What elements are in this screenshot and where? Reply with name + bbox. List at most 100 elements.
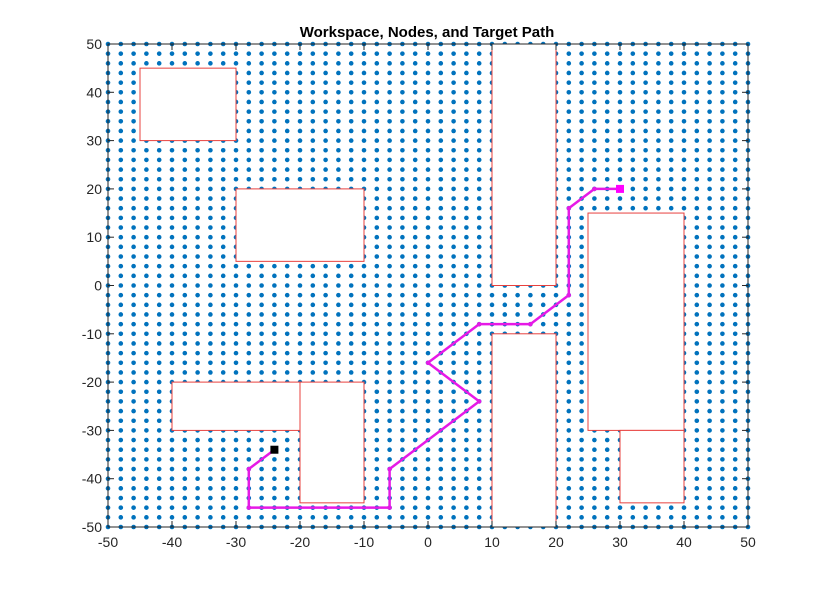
node-point	[412, 90, 418, 95]
node-point	[400, 466, 405, 472]
node-point	[195, 321, 200, 327]
y-tick-label: 40	[86, 84, 102, 100]
node-point	[361, 90, 367, 95]
node-point	[220, 515, 226, 520]
node-point	[220, 273, 226, 279]
node-point	[502, 292, 508, 298]
node-point	[464, 418, 469, 424]
node-point	[464, 61, 469, 66]
node-point	[220, 350, 226, 356]
node-point	[374, 418, 380, 424]
node-point	[400, 447, 405, 453]
node-point	[400, 128, 405, 134]
node-point	[374, 176, 380, 182]
node-point	[451, 321, 456, 327]
node-point	[438, 331, 444, 337]
node-point	[387, 225, 392, 230]
node-point	[169, 176, 175, 182]
node-point	[387, 263, 392, 269]
node-point	[451, 486, 456, 491]
node-point	[131, 302, 136, 308]
node-point	[323, 118, 328, 124]
node-point	[310, 370, 316, 375]
node-point	[579, 379, 584, 385]
node-point	[579, 128, 584, 134]
node-point	[528, 292, 533, 298]
node-point	[681, 109, 687, 114]
node-point	[374, 495, 380, 501]
node-point	[246, 437, 252, 443]
node-point	[297, 167, 303, 172]
node-point	[144, 457, 149, 462]
node-point	[592, 476, 597, 482]
node-point	[438, 418, 444, 424]
node-point	[438, 234, 444, 240]
node-point	[566, 312, 572, 317]
node-point	[732, 225, 738, 230]
node-point	[131, 234, 136, 240]
node-point	[464, 399, 469, 404]
node-point	[720, 176, 725, 182]
node-point	[156, 331, 162, 337]
node-point	[208, 283, 213, 288]
node-point	[131, 350, 136, 356]
node-point	[476, 70, 482, 76]
node-point	[694, 205, 700, 211]
node-point	[604, 99, 610, 105]
node-point	[220, 147, 226, 153]
node-point	[182, 370, 188, 375]
node-point	[272, 157, 277, 163]
node-point	[438, 157, 444, 163]
node-point	[144, 244, 149, 250]
node-point	[732, 263, 738, 269]
node-point	[668, 176, 674, 182]
node-point	[476, 118, 482, 124]
node-point	[284, 176, 290, 182]
node-point	[144, 283, 149, 288]
node-point	[720, 90, 725, 95]
node-point	[566, 515, 572, 520]
node-point	[400, 157, 405, 163]
obstacle-rect	[491, 43, 557, 286]
node-point	[425, 263, 431, 269]
node-point	[156, 515, 162, 520]
node-point	[131, 331, 136, 337]
node-point	[323, 321, 328, 327]
node-point	[169, 321, 175, 327]
node-point	[361, 80, 367, 85]
node-point	[220, 321, 226, 327]
node-point	[720, 186, 725, 192]
node-point	[656, 109, 661, 114]
node-point	[592, 457, 597, 462]
node-point	[118, 51, 124, 56]
x-tick-label: 10	[484, 534, 500, 550]
node-point	[476, 138, 482, 143]
node-point	[451, 70, 456, 76]
node-point	[284, 437, 290, 443]
node-point	[451, 99, 456, 105]
node-point	[707, 196, 712, 201]
node-point	[694, 70, 700, 76]
node-point	[464, 225, 469, 230]
node-point	[387, 51, 392, 56]
node-point	[208, 515, 213, 520]
node-point	[131, 495, 136, 501]
node-point	[284, 515, 290, 520]
node-point	[400, 486, 405, 491]
node-point	[694, 128, 700, 134]
node-point	[476, 505, 482, 510]
node-point	[195, 495, 200, 501]
node-point	[195, 273, 200, 279]
node-point	[656, 70, 661, 76]
node-point	[668, 147, 674, 153]
node-point	[208, 51, 213, 56]
node-point	[451, 157, 456, 163]
node-point	[272, 370, 277, 375]
node-point	[630, 109, 636, 114]
node-point	[259, 90, 264, 95]
node-point	[604, 196, 610, 201]
node-point	[656, 118, 661, 124]
node-point	[259, 350, 264, 356]
node-point	[144, 167, 149, 172]
